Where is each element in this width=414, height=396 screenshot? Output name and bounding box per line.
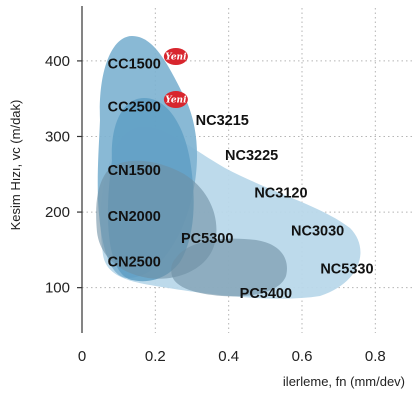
grade-label: CN1500 [108, 163, 161, 179]
grade-label: NC3225 [225, 148, 278, 164]
grade-label: NC3215 [196, 113, 249, 129]
y-tick-label: 100 [45, 280, 70, 297]
x-tick-label: 0.4 [218, 348, 239, 365]
grade-label: NC3030 [291, 224, 344, 240]
y-tick-label: 200 [45, 204, 70, 221]
new-badge [163, 47, 188, 65]
grade-label: CN2500 [108, 254, 161, 270]
grade-label: PC5400 [240, 286, 292, 302]
y-axis-title: Kesim Hızı, vc (m/dak) [8, 100, 23, 231]
grade-label: NC3120 [254, 186, 307, 202]
grade-labels: CC1500 Yeni CC2500 Yeni NC3215 CN1500 NC3225 NC… [108, 47, 374, 302]
x-tick-label: 0 [78, 348, 86, 365]
grade-label: PC5300 [181, 231, 233, 247]
grade-label: CN2000 [108, 209, 161, 225]
x-tick-label: 0.2 [145, 348, 166, 365]
grade-label: CC1500 [108, 56, 161, 72]
y-tick-label: 300 [45, 128, 70, 145]
x-axis-title: ilerleme, fn (mm/dev) [283, 374, 405, 389]
new-badge-text: Yeni [165, 52, 187, 62]
new-badge-text: Yeni [165, 96, 187, 106]
axes: 0 0.2 0.4 0.6 0.8 100 200 300 400 [45, 6, 386, 365]
y-tick-label: 400 [45, 53, 70, 70]
new-badge [163, 91, 188, 109]
x-tick-label: 0.8 [365, 348, 386, 365]
bottom-area-region [171, 238, 287, 297]
grade-label: CC2500 [108, 100, 161, 116]
grade-label: NC5330 [320, 261, 373, 277]
x-tick-label: 0.6 [292, 348, 313, 365]
